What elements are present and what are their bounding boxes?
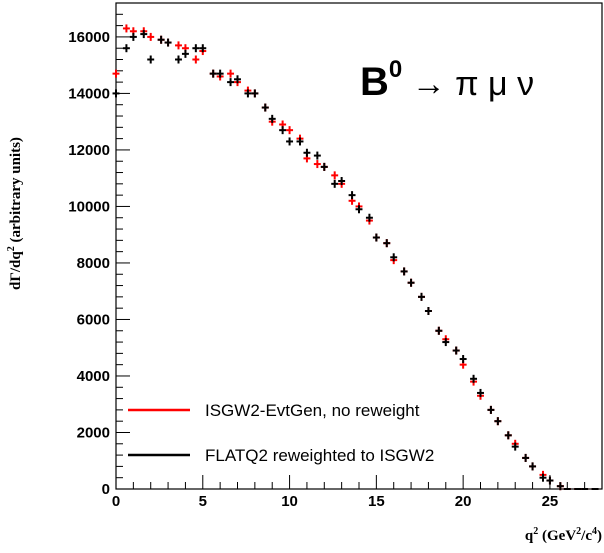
- data-point: [470, 374, 478, 383]
- data-point: [365, 213, 373, 222]
- data-point: [355, 205, 363, 214]
- x-tick-label: 10: [281, 493, 298, 510]
- series-flatq2: [112, 30, 599, 491]
- data-point: [122, 24, 130, 33]
- x-tick-label: 25: [542, 493, 559, 510]
- data-point: [494, 417, 502, 426]
- y-tick-label: 0: [102, 481, 110, 498]
- data-point: [164, 38, 172, 47]
- data-point: [424, 306, 432, 315]
- y-axis-title: dΓ/dq2 (arbitrary units): [6, 137, 24, 290]
- y-tick-label: 8000: [77, 255, 110, 272]
- data-point: [400, 267, 408, 276]
- data-point: [251, 89, 259, 98]
- data-point: [331, 179, 339, 188]
- data-point: [279, 126, 287, 135]
- data-point: [175, 55, 182, 64]
- data-point: [313, 160, 321, 169]
- data-point: [372, 233, 380, 242]
- data-point: [268, 114, 276, 123]
- legend-label-isgw2: ISGW2-EvtGen, no reweight: [205, 401, 420, 420]
- x-tick-label: 20: [455, 493, 472, 510]
- data-point: [112, 89, 120, 98]
- data-point: [286, 126, 294, 135]
- legend: ISGW2-EvtGen, no reweight FLATQ2 reweigh…: [128, 401, 434, 465]
- data-point: [244, 89, 252, 98]
- y-tick-label: 14000: [68, 85, 110, 102]
- data-point: [296, 137, 304, 146]
- data-point: [338, 177, 346, 186]
- x-axis-title: q2 (GeV2/c4): [525, 526, 602, 544]
- data-point: [261, 103, 269, 112]
- x-tick-label: 5: [199, 493, 207, 510]
- data-point: [192, 44, 200, 53]
- y-tick-label: 10000: [68, 198, 110, 215]
- data-point: [539, 473, 547, 482]
- data-point: [546, 476, 554, 485]
- x-tick-label: 0: [112, 493, 120, 510]
- legend-label-flatq2: FLATQ2 reweighted to ISGW2: [205, 446, 434, 465]
- annotation-sup: 0: [389, 56, 402, 83]
- x-axis: 0 5 10 15 20 25: [112, 475, 586, 510]
- y-tick-label: 16000: [68, 29, 110, 46]
- y-tick-label: 4000: [77, 368, 110, 385]
- data-point: [407, 278, 415, 287]
- data-point: [320, 162, 328, 171]
- data-point: [511, 442, 519, 451]
- data-point: [157, 35, 165, 44]
- data-point: [522, 453, 530, 462]
- data-point: [477, 388, 484, 397]
- data-point: [234, 75, 241, 84]
- data-point: [529, 462, 537, 471]
- annotation-base: B: [360, 60, 389, 104]
- decay-annotation: B0 → π μ ν: [360, 56, 534, 104]
- data-point: [140, 30, 148, 39]
- data-point: [216, 69, 224, 78]
- data-point: [435, 326, 443, 335]
- data-point: [286, 137, 294, 146]
- data-point: [348, 191, 356, 200]
- data-point: [303, 148, 311, 157]
- data-point: [487, 405, 495, 414]
- data-point: [147, 32, 155, 41]
- data-point: [383, 239, 391, 248]
- data-point: [452, 346, 460, 355]
- data-point: [122, 44, 130, 53]
- data-point: [442, 338, 450, 347]
- data-point: [313, 151, 321, 160]
- data-point: [192, 55, 200, 64]
- data-point: [556, 482, 564, 491]
- data-point: [181, 49, 189, 58]
- data-point: [331, 171, 339, 180]
- data-point: [418, 292, 425, 301]
- y-tick-label: 2000: [77, 424, 110, 441]
- data-point: [459, 355, 467, 364]
- data-point: [112, 69, 120, 78]
- data-point: [227, 78, 235, 87]
- data-point: [129, 32, 137, 41]
- data-point: [504, 431, 512, 440]
- data-point: [227, 69, 235, 78]
- data-point: [175, 41, 182, 50]
- annotation-rest: → π μ ν: [402, 65, 534, 103]
- data-point: [209, 69, 217, 78]
- y-axis: 0 2000 4000 6000 8000 10000 12000 14000 16000: [68, 13, 130, 498]
- data-point: [390, 253, 398, 262]
- y-tick-label: 12000: [68, 142, 110, 159]
- x-tick-label: 15: [368, 493, 385, 510]
- series-layer: [112, 24, 599, 491]
- data-point: [199, 44, 207, 53]
- data-point: [147, 55, 155, 64]
- y-tick-label: 6000: [77, 311, 110, 328]
